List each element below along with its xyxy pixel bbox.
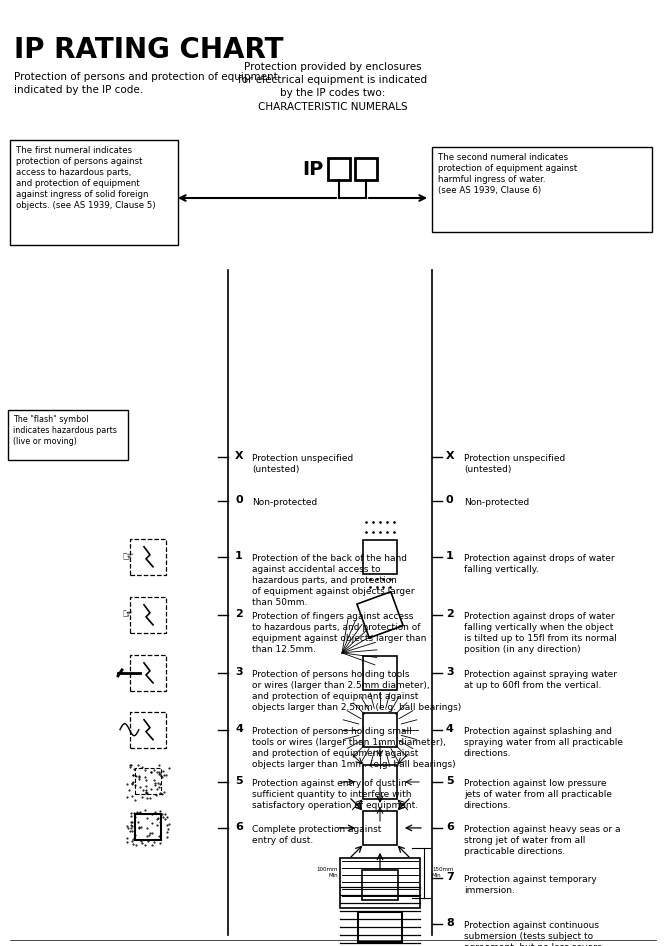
Text: 0: 0 xyxy=(446,496,454,505)
Text: ☞: ☞ xyxy=(122,608,133,622)
Text: The "flash" symbol
indicates hazardous parts
(live or moving): The "flash" symbol indicates hazardous p… xyxy=(13,415,117,447)
Text: 6: 6 xyxy=(446,822,454,832)
Bar xyxy=(8,410,128,460)
Text: X: X xyxy=(235,450,244,461)
Bar xyxy=(340,858,420,907)
Text: Protection against spraying water
at up to 60fl from the vertical.: Protection against spraying water at up … xyxy=(464,670,617,690)
Text: Protection unspecified
(untested): Protection unspecified (untested) xyxy=(252,453,353,474)
Bar xyxy=(432,147,652,232)
Bar xyxy=(130,597,166,633)
Text: 0: 0 xyxy=(235,496,242,505)
Text: Non-protected: Non-protected xyxy=(464,499,529,507)
Text: Protection unspecified
(untested): Protection unspecified (untested) xyxy=(464,453,565,474)
Bar xyxy=(130,539,166,575)
Bar xyxy=(363,712,397,746)
Text: 7: 7 xyxy=(446,871,454,882)
Text: Protection of persons and protection of equipment
indicated by the IP code.: Protection of persons and protection of … xyxy=(14,72,278,96)
Bar xyxy=(328,158,350,180)
Text: 2: 2 xyxy=(235,609,242,619)
Text: Protection against heavy seas or a
strong jet of water from all
practicable dire: Protection against heavy seas or a stron… xyxy=(464,825,621,856)
Bar xyxy=(135,768,161,794)
Bar xyxy=(130,655,166,691)
Text: Protection of fingers against access
to hazardous parts, and protection of
equip: Protection of fingers against access to … xyxy=(252,612,426,654)
Text: 1: 1 xyxy=(446,551,454,561)
Text: Protection against entry of dust in
sufficient quantity to interfere with
satisf: Protection against entry of dust in suff… xyxy=(252,779,418,810)
Text: The second numeral indicates
protection of equipment against
harmful ingress of : The second numeral indicates protection … xyxy=(438,153,577,195)
Text: Protection against low pressure
jets of water from all practicable
directions.: Protection against low pressure jets of … xyxy=(464,779,612,810)
Text: Protection of persons holding tools
or wires (larger than 2.5mm diameter),
and p: Protection of persons holding tools or w… xyxy=(252,670,462,712)
Text: 5: 5 xyxy=(235,776,242,786)
Text: Protection provided by enclosures
for electrical equipment is indicated
by the I: Protection provided by enclosures for el… xyxy=(238,62,428,112)
Text: 2: 2 xyxy=(446,609,454,619)
Text: 8: 8 xyxy=(446,918,454,928)
Bar xyxy=(355,158,377,180)
Text: IP RATING CHART: IP RATING CHART xyxy=(14,36,284,64)
Text: 3: 3 xyxy=(235,667,242,677)
Text: Protection against temporary
immersion.: Protection against temporary immersion. xyxy=(464,875,597,895)
Text: 6: 6 xyxy=(235,822,243,832)
Text: Protection of persons holding small
tools or wires (larger than 1mm diameter),
a: Protection of persons holding small tool… xyxy=(252,727,456,769)
Bar xyxy=(363,811,397,845)
Bar xyxy=(363,540,397,574)
Text: 3: 3 xyxy=(446,667,454,677)
Text: IP: IP xyxy=(302,161,323,180)
Text: Protection of the back of the hand
against accidental access to
hazardous parts,: Protection of the back of the hand again… xyxy=(252,553,414,607)
Text: Protection against drops of water
falling vertically.: Protection against drops of water fallin… xyxy=(464,553,615,574)
Text: 1: 1 xyxy=(235,551,242,561)
Text: 150mm
Min: 150mm Min xyxy=(432,867,454,878)
Bar xyxy=(130,711,166,747)
Text: 100mm
Min: 100mm Min xyxy=(316,867,338,878)
Text: ☞: ☞ xyxy=(122,550,135,564)
Text: Protection against splashing and
spraying water from all practicable
directions.: Protection against splashing and sprayin… xyxy=(464,727,623,758)
Text: 4: 4 xyxy=(235,724,243,734)
Text: X: X xyxy=(446,450,455,461)
Bar xyxy=(363,765,397,799)
Text: Non-protected: Non-protected xyxy=(252,499,317,507)
Text: Protection against drops of water
falling vertically when the object
is tilted u: Protection against drops of water fallin… xyxy=(464,612,617,654)
Bar xyxy=(10,140,178,245)
Bar xyxy=(358,912,402,941)
Text: Complete protection against
entry of dust.: Complete protection against entry of dus… xyxy=(252,825,382,845)
Bar xyxy=(363,656,397,690)
Text: Protection against continuous
submersion (tests subject to
agreement, but no les: Protection against continuous submersion… xyxy=(464,920,602,946)
Text: 5: 5 xyxy=(446,776,454,786)
Text: The first numeral indicates
protection of persons against
access to hazardous pa: The first numeral indicates protection o… xyxy=(16,146,156,211)
Bar xyxy=(362,869,398,900)
Text: 4: 4 xyxy=(446,724,454,734)
Bar xyxy=(135,814,161,840)
